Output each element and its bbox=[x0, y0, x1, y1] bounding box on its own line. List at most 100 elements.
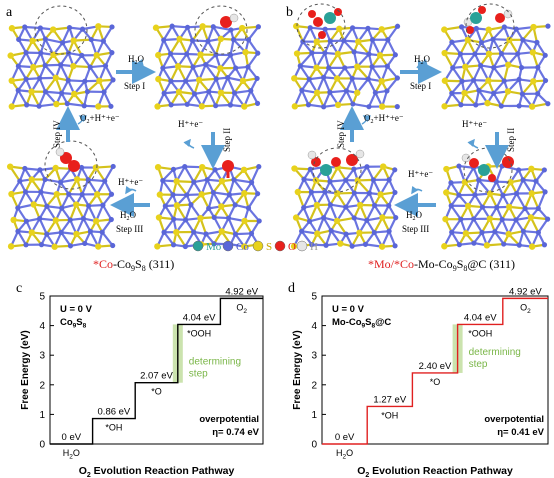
h2o-label-b1: H2O bbox=[414, 54, 431, 66]
adsorbate-oh-a bbox=[220, 13, 239, 28]
y-tick-label: 1 bbox=[311, 410, 317, 421]
legend-swatch-s bbox=[252, 240, 264, 252]
energy-value-label: 0.86 eV bbox=[98, 407, 131, 418]
y-tick-label: 1 bbox=[39, 410, 45, 421]
curl-arrow-b2 bbox=[467, 138, 479, 149]
h2o-label-a2: H2O bbox=[120, 210, 137, 222]
legend-label-co: Co bbox=[236, 241, 249, 253]
hplus-label-b2: H⁺+e⁻ bbox=[408, 169, 433, 179]
y-axis-label: Free Energy (eV) bbox=[20, 330, 31, 409]
y-tick-label: 3 bbox=[39, 351, 45, 362]
material-label: Mo-Co9S8@C bbox=[332, 317, 391, 330]
hplus-label-a1: H⁺+e⁻ bbox=[178, 119, 203, 129]
energy-value-label: 4.92 eV bbox=[509, 286, 542, 297]
curl-arrow-a4 bbox=[77, 115, 88, 125]
dashed-circle-a4 bbox=[44, 140, 98, 190]
species-label: O2 bbox=[236, 302, 247, 315]
panel-d-letter: d bbox=[288, 281, 295, 296]
dashed-circle-b3 bbox=[463, 147, 513, 193]
slab-b-4 bbox=[290, 163, 399, 250]
plot-frame bbox=[49, 295, 264, 445]
overpotential-value: η= 0.41 eV bbox=[497, 427, 544, 438]
chart-c: c 0 1 2 3 4 5 Free Energy (eV) O2 Evolution Reac… bbox=[16, 281, 264, 478]
step3-label-b: Step III bbox=[402, 224, 429, 234]
dashed-circle-b4 bbox=[312, 147, 362, 193]
slab-a-3 bbox=[154, 163, 262, 250]
legend-swatch-mo bbox=[192, 240, 204, 252]
h2o-label-b2: H2O bbox=[406, 210, 423, 222]
determining-step-label: step bbox=[469, 359, 488, 370]
overpotential-value: η= 0.74 eV bbox=[212, 427, 259, 438]
y-tick-label: 3 bbox=[311, 351, 317, 362]
legend-swatch-co bbox=[222, 240, 234, 252]
panel-a: a H2O bbox=[6, 5, 262, 273]
adsorbate-b4 bbox=[307, 149, 365, 176]
legend-label-o: O bbox=[288, 241, 296, 253]
species-label: H2O bbox=[63, 448, 80, 461]
energy-step-line bbox=[50, 297, 263, 445]
energy-value-label: 1.27 eV bbox=[373, 394, 406, 405]
slab-a-4 bbox=[6, 163, 116, 250]
step2-label-b: Step II bbox=[506, 128, 516, 152]
y-tick-label: 5 bbox=[39, 292, 45, 303]
energy-step-line bbox=[322, 297, 548, 445]
dashed-circle-a1 bbox=[34, 5, 88, 55]
y-tick-label: 5 bbox=[311, 292, 317, 303]
legend-label-s: S bbox=[266, 241, 272, 253]
species-label: *O bbox=[430, 377, 441, 387]
legend-swatch-h bbox=[296, 240, 308, 252]
y-tick-label: 0 bbox=[39, 440, 45, 451]
adsorbate-o-a bbox=[222, 160, 234, 178]
slab-a-1 bbox=[7, 23, 116, 110]
slab-b-3 bbox=[441, 163, 551, 250]
species-label: *OH bbox=[105, 423, 122, 433]
step4-label-b: Step IV bbox=[336, 120, 346, 148]
caption-a: *Co-Co9S8 (311) bbox=[93, 257, 174, 273]
panel-a-letter: a bbox=[6, 5, 13, 20]
adsorbate-ooh-a bbox=[55, 147, 80, 172]
legend-label-mo: Mo bbox=[206, 241, 222, 253]
y-axis-label: Free Energy (eV) bbox=[292, 330, 303, 409]
panel-b-letter: b bbox=[286, 5, 293, 20]
curl-arrow-b4 bbox=[361, 115, 372, 125]
energy-value-label: 4.92 eV bbox=[225, 286, 258, 297]
y-tick-label: 4 bbox=[311, 321, 317, 332]
h2o-label-a1: H2O bbox=[128, 54, 145, 66]
overpotential-label: overpotential bbox=[484, 414, 544, 425]
panel-b: b bbox=[286, 3, 551, 273]
step1-label-b: Step I bbox=[410, 81, 431, 91]
energy-value-label: 4.04 eV bbox=[183, 312, 216, 323]
potential-label: U = 0 V bbox=[332, 304, 365, 315]
overpotential-label: overpotential bbox=[199, 414, 259, 425]
species-label: *O bbox=[151, 387, 162, 397]
curl-arrow-b1 bbox=[416, 58, 428, 69]
atom-legend: Mo Co S O H bbox=[192, 240, 318, 253]
slab-b-2 bbox=[441, 23, 551, 110]
step2-label-a: Step II bbox=[222, 128, 232, 152]
energy-value-label: 0 eV bbox=[335, 432, 355, 443]
o2-label-a: O2+H⁺+e⁻ bbox=[80, 113, 120, 125]
y-tick-label: 2 bbox=[311, 380, 317, 391]
determining-step-label: determining bbox=[469, 347, 521, 358]
x-axis-label: O2 Evolution Reaction Pathway bbox=[79, 465, 235, 478]
dashed-circle-b1 bbox=[296, 3, 346, 49]
determining-step-label: step bbox=[189, 369, 208, 380]
caption-b: *Mo/*Co-Mo-Co9S8@C (311) bbox=[368, 257, 515, 273]
energy-value-label: 4.04 eV bbox=[464, 312, 497, 323]
curl-arrow-a3 bbox=[125, 185, 137, 195]
energy-value-label: 2.07 eV bbox=[140, 371, 173, 382]
x-axis-label: O2 Evolution Reaction Pathway bbox=[357, 465, 513, 478]
curl-arrow-a1 bbox=[132, 58, 144, 69]
hplus-label-a2: H⁺+e⁻ bbox=[118, 177, 143, 187]
step4-label-a: Step IV bbox=[52, 120, 62, 148]
energy-value-label: 0 eV bbox=[62, 432, 82, 443]
curl-arrow-b3 bbox=[411, 185, 423, 195]
species-label: *OH bbox=[381, 410, 398, 420]
dashed-circle-a2 bbox=[194, 5, 248, 55]
slab-b-1 bbox=[291, 22, 401, 110]
adsorbate-mo-b1 bbox=[308, 8, 342, 39]
species-label: H2O bbox=[336, 448, 353, 461]
plot-frame bbox=[321, 295, 549, 445]
legend-swatch-o bbox=[274, 240, 286, 252]
